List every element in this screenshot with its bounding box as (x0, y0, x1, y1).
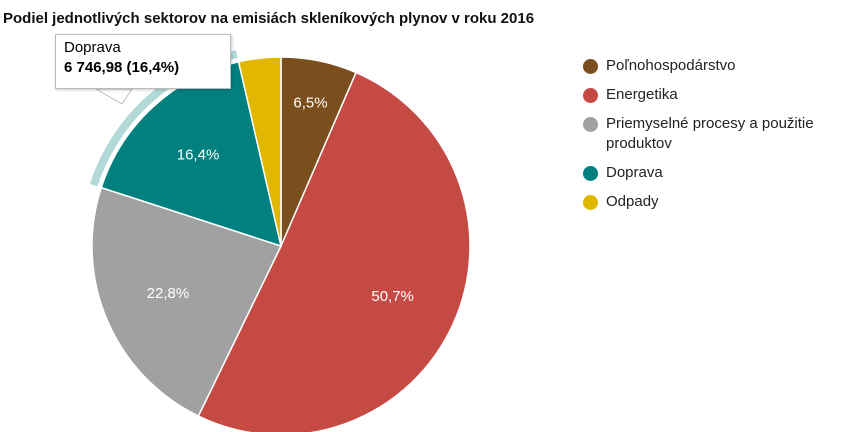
legend-label: Poľnohospodárstvo (606, 57, 736, 74)
chart-title: Podiel jednotlivých sektorov na emisiách… (3, 10, 534, 27)
data-label: 50,7% (371, 288, 414, 305)
pie-slice (197, 71, 471, 432)
tooltip-pointer (94, 88, 133, 105)
legend-item[interactable]: Odpady (583, 192, 853, 212)
legend-swatch (583, 88, 598, 103)
data-label: 16,4% (177, 146, 220, 163)
legend-item[interactable]: Poľnohospodárstvo (583, 56, 853, 76)
legend-swatch (583, 166, 598, 181)
legend: Poľnohospodárstvo Energetika Priemyselné p… (583, 56, 853, 221)
legend-swatch (583, 195, 598, 210)
tooltip-text: 6 746,98 (16,4%) (64, 59, 180, 76)
legend-label: Energetika (606, 86, 678, 103)
legend-item[interactable]: Priemyselné procesy a použitie produktov (583, 114, 853, 154)
data-label: 22,8% (147, 285, 190, 302)
legend-swatch (583, 117, 598, 132)
legend-item[interactable]: Doprava (583, 163, 853, 183)
pie-slice (91, 186, 283, 417)
data-label: 6,5% (293, 94, 327, 111)
tooltip-title: Doprava (64, 39, 121, 56)
tooltip: Doprava 6 746,98 (16,4%) (55, 34, 231, 89)
legend-label: Doprava (606, 164, 663, 181)
legend-swatch (583, 59, 598, 74)
legend-item[interactable]: Energetika (583, 85, 853, 105)
pie-slice (237, 56, 282, 247)
legend-label: Priemyselné procesy a použitie produktov (606, 115, 814, 152)
legend-label: Odpady (606, 193, 659, 210)
